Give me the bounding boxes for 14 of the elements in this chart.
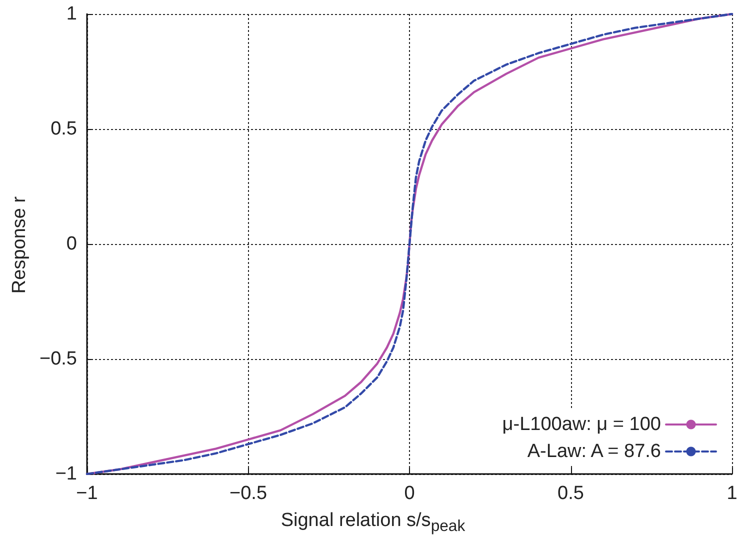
x-tick-label: 0 [404,483,415,504]
x-tick-label: 1 [726,483,738,504]
y-tick-label: 0 [66,234,77,254]
line-series [86,12,734,476]
y-tick-label: 1 [66,4,77,24]
x-tick-label: 0.5 [558,483,584,504]
legend-label: A-Law: A = 87.6 [527,441,661,462]
x-tick-label: −0.5 [229,483,268,504]
y-tick-label: −1 [55,464,77,484]
y-tick-label: 0.5 [50,118,77,140]
y-tick-label: −0.5 [39,348,77,370]
y-axis-title: Response r [9,196,31,294]
x-axis-title: Signal relation s/s$_{peak}$ [280,510,466,536]
legend-label: μ-L100aw: μ = 100 [502,414,661,435]
